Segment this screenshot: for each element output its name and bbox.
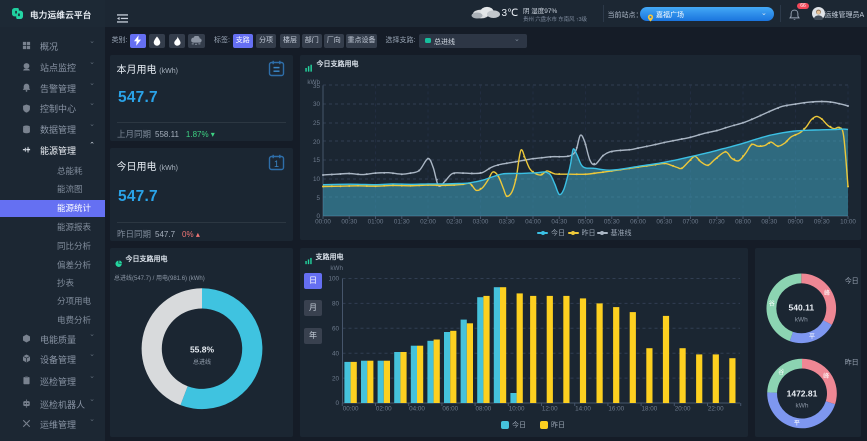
svg-text:10:00: 10:00 [509,406,525,413]
svg-text:05:30: 05:30 [604,219,620,226]
svg-text:02:00: 02:00 [376,406,392,413]
svg-text:今日: 今日 [845,276,859,285]
svg-text:25: 25 [313,120,321,127]
svg-text:540.11: 540.11 [789,303,815,313]
svg-text:总进线: 总进线 [193,358,211,366]
svg-text:kWh: kWh [307,79,320,86]
svg-text:16:00: 16:00 [608,406,624,413]
svg-text:40: 40 [332,350,340,357]
svg-text:100: 100 [328,276,339,283]
svg-text:昨日: 昨日 [845,358,859,367]
svg-text:10: 10 [313,176,321,183]
svg-text:06:00: 06:00 [442,406,458,413]
svg-text:谷: 谷 [769,300,775,308]
svg-text:12:00: 12:00 [542,406,558,413]
svg-text:03:00: 03:00 [473,219,489,226]
svg-text:01:30: 01:30 [394,219,410,226]
svg-text:02:30: 02:30 [446,219,462,226]
svg-text:峰: 峰 [824,289,830,297]
svg-text:20: 20 [332,375,340,382]
svg-text:08:00: 08:00 [476,406,492,413]
svg-text:05:00: 05:00 [578,219,594,226]
svg-text:平: 平 [809,333,815,340]
svg-text:09:30: 09:30 [814,219,830,226]
svg-text:10:00: 10:00 [840,219,856,226]
svg-text:07:30: 07:30 [709,219,725,226]
svg-text:03:30: 03:30 [499,219,515,226]
svg-text:00:00: 00:00 [315,219,331,226]
svg-text:30: 30 [313,101,321,108]
svg-text:kWh: kWh [330,265,343,272]
svg-text:20: 20 [313,139,321,146]
svg-text:04:00: 04:00 [525,219,541,226]
svg-text:04:30: 04:30 [551,219,567,226]
svg-text:01:00: 01:00 [368,219,384,226]
svg-text:08:00: 08:00 [735,219,751,226]
svg-text:5: 5 [316,195,320,202]
svg-text:80: 80 [332,301,340,308]
svg-text:谷: 谷 [778,368,784,376]
svg-text:22:00: 22:00 [708,406,724,413]
svg-text:1: 1 [274,158,279,168]
svg-text:55.8%: 55.8% [190,345,215,355]
svg-text:14:00: 14:00 [575,406,591,413]
svg-text:07:00: 07:00 [683,219,699,226]
svg-text:0: 0 [335,400,339,407]
svg-text:kWh: kWh [795,317,808,324]
svg-text:20:00: 20:00 [675,406,691,413]
svg-text:06:30: 06:30 [656,219,672,226]
svg-text:18:00: 18:00 [642,406,658,413]
svg-text:1472.81: 1472.81 [787,389,818,399]
svg-text:60: 60 [332,326,340,333]
svg-text:06:00: 06:00 [630,219,646,226]
svg-text:15: 15 [313,157,321,164]
svg-text:峰: 峰 [823,372,829,380]
svg-text:00:30: 00:30 [341,219,357,226]
svg-text:kWh: kWh [796,403,809,410]
svg-text:09:00: 09:00 [788,219,804,226]
svg-text:0: 0 [316,213,320,220]
svg-text:08:30: 08:30 [761,219,777,226]
svg-text:04:00: 04:00 [409,406,425,413]
svg-text:00:00: 00:00 [343,406,359,413]
svg-text:02:00: 02:00 [420,219,436,226]
svg-text:平: 平 [794,420,800,427]
svg-text:35: 35 [313,83,321,90]
